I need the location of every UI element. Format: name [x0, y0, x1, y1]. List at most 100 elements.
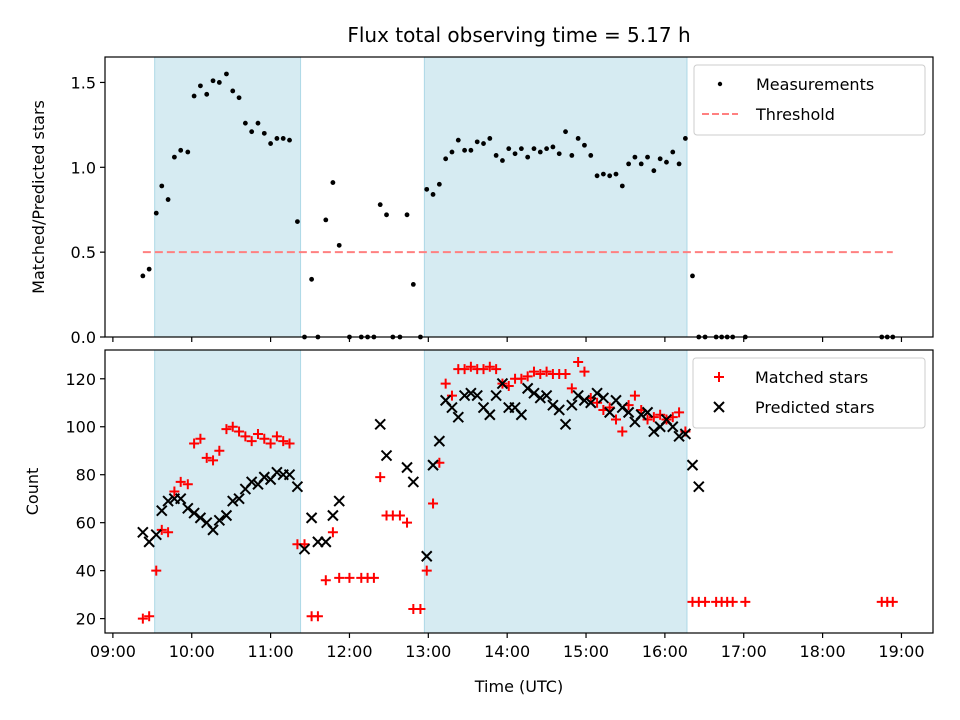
- predicted-star-point: [407, 476, 420, 488]
- measurement-point: [242, 120, 248, 126]
- predicted-star-point: [333, 495, 345, 507]
- measurement-point: [626, 161, 632, 167]
- matched-star-point: [491, 364, 502, 375]
- x-tick-label: 16:00: [642, 642, 688, 661]
- measurement-point: [443, 156, 449, 162]
- measurement-point: [676, 161, 682, 167]
- measurement-point: [607, 173, 613, 179]
- predicted-star-point: [686, 459, 699, 471]
- measurement-point: [468, 147, 474, 153]
- matched-star-point: [402, 517, 413, 528]
- matched-star-point: [446, 390, 457, 401]
- y-tick-label: 40: [76, 562, 96, 581]
- measurement-point: [690, 273, 695, 279]
- matched-star-point: [535, 368, 546, 379]
- measurement-point: [204, 91, 210, 97]
- predicted-star-point: [641, 406, 654, 419]
- legend-plus-icon: [714, 372, 724, 382]
- matched-star-point: [327, 527, 338, 538]
- predicted-star-point: [679, 428, 692, 440]
- measurement-point: [506, 146, 512, 152]
- predicted-star-point: [327, 509, 339, 522]
- measurement-point: [430, 192, 436, 197]
- matched-star-point: [175, 476, 186, 487]
- predicted-star-point: [271, 466, 283, 479]
- matched-star-point: [428, 498, 439, 509]
- predicted-star-point: [622, 406, 635, 419]
- x-axis-label: Time (UTC): [474, 677, 563, 696]
- x-tick-label: 19:00: [878, 642, 924, 661]
- predicted-star-point: [283, 469, 296, 481]
- legend-label-predicted-stars: Predicted stars: [755, 398, 875, 417]
- predicted-star-point: [305, 512, 318, 524]
- matched-star-point: [887, 596, 898, 607]
- predicted-star-point: [578, 394, 591, 407]
- measurement-point: [455, 137, 461, 143]
- measurement-point: [249, 129, 255, 135]
- predicted-star-point: [452, 411, 464, 423]
- measurement-point: [651, 168, 657, 174]
- matched-star-point: [208, 455, 219, 466]
- measurement-point: [632, 154, 638, 160]
- measurement-point: [638, 161, 644, 167]
- measurement-point: [575, 136, 581, 141]
- predicted-star-point: [320, 536, 332, 548]
- predicted-star-point: [648, 425, 660, 438]
- predicted-star-point: [465, 387, 477, 399]
- bottom-legend: Matched stars Predicted stars: [692, 357, 926, 429]
- measurement-point: [261, 130, 267, 136]
- measurement-point: [487, 136, 493, 141]
- measurement-point: [330, 180, 336, 185]
- predicted-star-point: [220, 509, 233, 522]
- matched-star-point: [246, 436, 257, 447]
- matched-star-point: [440, 378, 451, 389]
- matched-star-point: [201, 452, 212, 463]
- top-panel: 0.0 0.5 1.0 1.5 Matched/Predicted stars Mea…: [29, 56, 934, 347]
- bottom-panel: 20 40 60 80 100 120 09:00 10:00 11:00 12:00 13:00 1…: [23, 349, 934, 696]
- predicted-star-point: [298, 543, 311, 555]
- measurement-point: [198, 83, 203, 89]
- matched-star-point: [655, 409, 666, 420]
- x-tick-label: 09:00: [90, 642, 136, 661]
- y-tick-label: 80: [76, 466, 96, 485]
- measurement-point: [582, 142, 587, 148]
- matched-star-point: [271, 431, 282, 442]
- predicted-star-point: [515, 409, 528, 421]
- shaded-interval: [423, 349, 688, 634]
- measurement-point: [531, 146, 537, 152]
- predicted-star-point: [528, 387, 540, 399]
- predicted-star-point: [635, 409, 647, 421]
- measurement-point: [153, 210, 159, 216]
- measurement-point: [594, 173, 600, 179]
- predicted-star-point: [433, 435, 446, 447]
- matched-star-point: [459, 364, 470, 375]
- figure-title: Flux total observing time = 5.17 h: [347, 23, 690, 47]
- predicted-star-point: [603, 406, 616, 419]
- matched-star-point: [421, 565, 432, 576]
- matched-star-point: [320, 575, 331, 586]
- predicted-star-point: [484, 409, 496, 421]
- measurement-point: [518, 146, 524, 152]
- measurement-point: [588, 153, 594, 158]
- matched-star-point: [151, 565, 162, 576]
- matched-star-point: [284, 438, 295, 449]
- legend-dot-icon: [717, 81, 723, 87]
- predicted-star-point: [540, 389, 553, 402]
- matched-star-point: [312, 611, 323, 622]
- matched-star-point: [169, 486, 180, 497]
- measurement-point: [525, 154, 531, 160]
- matched-star-point: [234, 426, 245, 437]
- bottom-legend-box: [692, 357, 926, 429]
- predicted-star-point: [258, 471, 270, 483]
- matched-star-point: [579, 366, 590, 377]
- predicted-star-point: [174, 492, 187, 505]
- predicted-star-point: [534, 392, 546, 404]
- observing-intervals: [154, 56, 688, 338]
- legend-label-measurements: Measurements: [756, 75, 874, 94]
- measurement-point: [336, 242, 342, 248]
- measurement-point: [563, 129, 568, 135]
- matched-star-point: [560, 368, 571, 379]
- x-tick-label: 18:00: [800, 642, 846, 661]
- matched-star-point: [214, 445, 225, 456]
- matched-star-point: [221, 424, 232, 435]
